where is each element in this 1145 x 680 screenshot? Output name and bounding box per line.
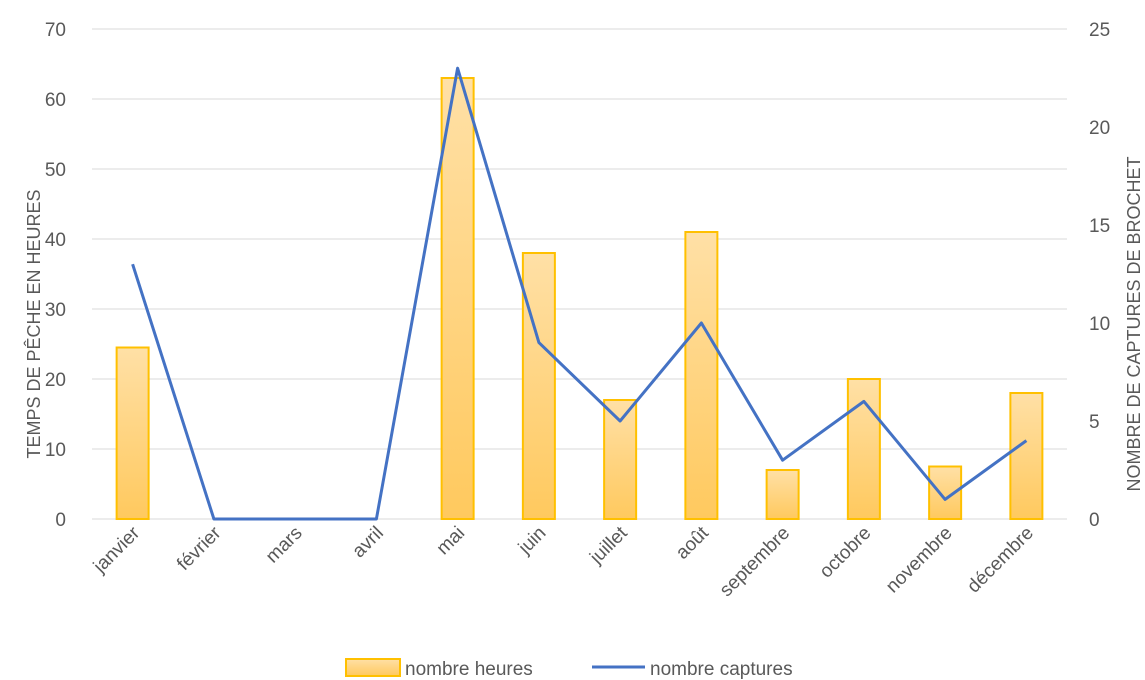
y-axis-left-title: TEMPS DE PÊCHE EN HEURES: [24, 189, 44, 458]
x-tick-label: mai: [433, 523, 470, 560]
bar-décembre: [1009, 392, 1044, 520]
x-tick-label: juin: [514, 523, 550, 559]
y2-tick-label: 15: [1089, 216, 1110, 237]
y-axis-right-title: NOMBRE DE CAPTURES DE BROCHET: [1124, 156, 1144, 491]
legend-swatch-bar: [345, 658, 401, 677]
bar-mai: [440, 77, 475, 520]
y2-tick-label: 5: [1089, 412, 1100, 433]
y-axis-right-ticks: 0 5 10 15 20 25: [1089, 20, 1110, 531]
legend-label-line: nombre captures: [650, 659, 793, 680]
y-tick-label: 10: [45, 440, 66, 461]
y-axis-left-ticks: 0 10 20 30 40 50 60 70: [45, 20, 66, 531]
x-tick-label: août: [672, 522, 714, 564]
legend-label-bar: nombre heures: [405, 659, 533, 680]
y-tick-label: 40: [45, 230, 66, 251]
gridlines: [92, 28, 1067, 520]
y-tick-label: 30: [45, 300, 66, 321]
y2-tick-label: 20: [1089, 118, 1110, 139]
x-axis-ticks: janvier février mars avril mai juin juillet aoû…: [89, 522, 1038, 601]
y-tick-label: 0: [55, 510, 66, 531]
bar-janvier: [115, 346, 150, 520]
bar-septembre: [765, 469, 800, 520]
y2-tick-label: 0: [1089, 510, 1100, 531]
y-tick-label: 60: [45, 90, 66, 111]
x-tick-label: décembre: [963, 523, 1038, 598]
x-tick-label: novembre: [882, 523, 957, 598]
x-tick-label: juillet: [585, 522, 632, 569]
x-tick-label: février: [173, 522, 226, 575]
y-tick-label: 50: [45, 160, 66, 181]
bar-juin: [521, 252, 556, 520]
bar-juillet: [603, 399, 638, 520]
bar-août: [684, 231, 719, 520]
x-tick-label: octobre: [816, 523, 876, 583]
legend: nombre heures nombre captures: [345, 658, 793, 680]
y2-tick-label: 25: [1089, 20, 1110, 41]
y-tick-label: 20: [45, 370, 66, 391]
line-series: [131, 66, 1028, 521]
x-tick-label: janvier: [89, 522, 145, 578]
y-tick-label: 70: [45, 20, 66, 41]
x-tick-label: avril: [348, 523, 387, 562]
x-tick-label: septembre: [716, 523, 794, 601]
x-tick-label: mars: [262, 523, 307, 568]
line-captures: [131, 66, 1028, 521]
bar-series: [115, 77, 1044, 520]
y2-tick-label: 10: [1089, 314, 1110, 335]
